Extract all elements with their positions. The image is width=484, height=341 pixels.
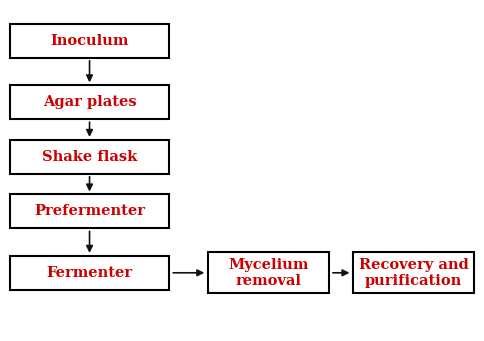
- FancyBboxPatch shape: [208, 252, 329, 293]
- Text: Recovery and
purification: Recovery and purification: [359, 258, 469, 288]
- FancyBboxPatch shape: [10, 194, 169, 228]
- FancyBboxPatch shape: [10, 85, 169, 119]
- Text: Mycelium
removal: Mycelium removal: [228, 258, 309, 288]
- FancyBboxPatch shape: [10, 140, 169, 174]
- Text: Shake flask: Shake flask: [42, 150, 137, 164]
- Text: Fermenter: Fermenter: [46, 266, 133, 280]
- FancyBboxPatch shape: [10, 256, 169, 290]
- Text: Agar plates: Agar plates: [43, 95, 136, 109]
- FancyBboxPatch shape: [10, 24, 169, 58]
- FancyBboxPatch shape: [353, 252, 474, 293]
- Text: Inoculum: Inoculum: [50, 34, 129, 48]
- Text: Prefermenter: Prefermenter: [34, 204, 145, 219]
